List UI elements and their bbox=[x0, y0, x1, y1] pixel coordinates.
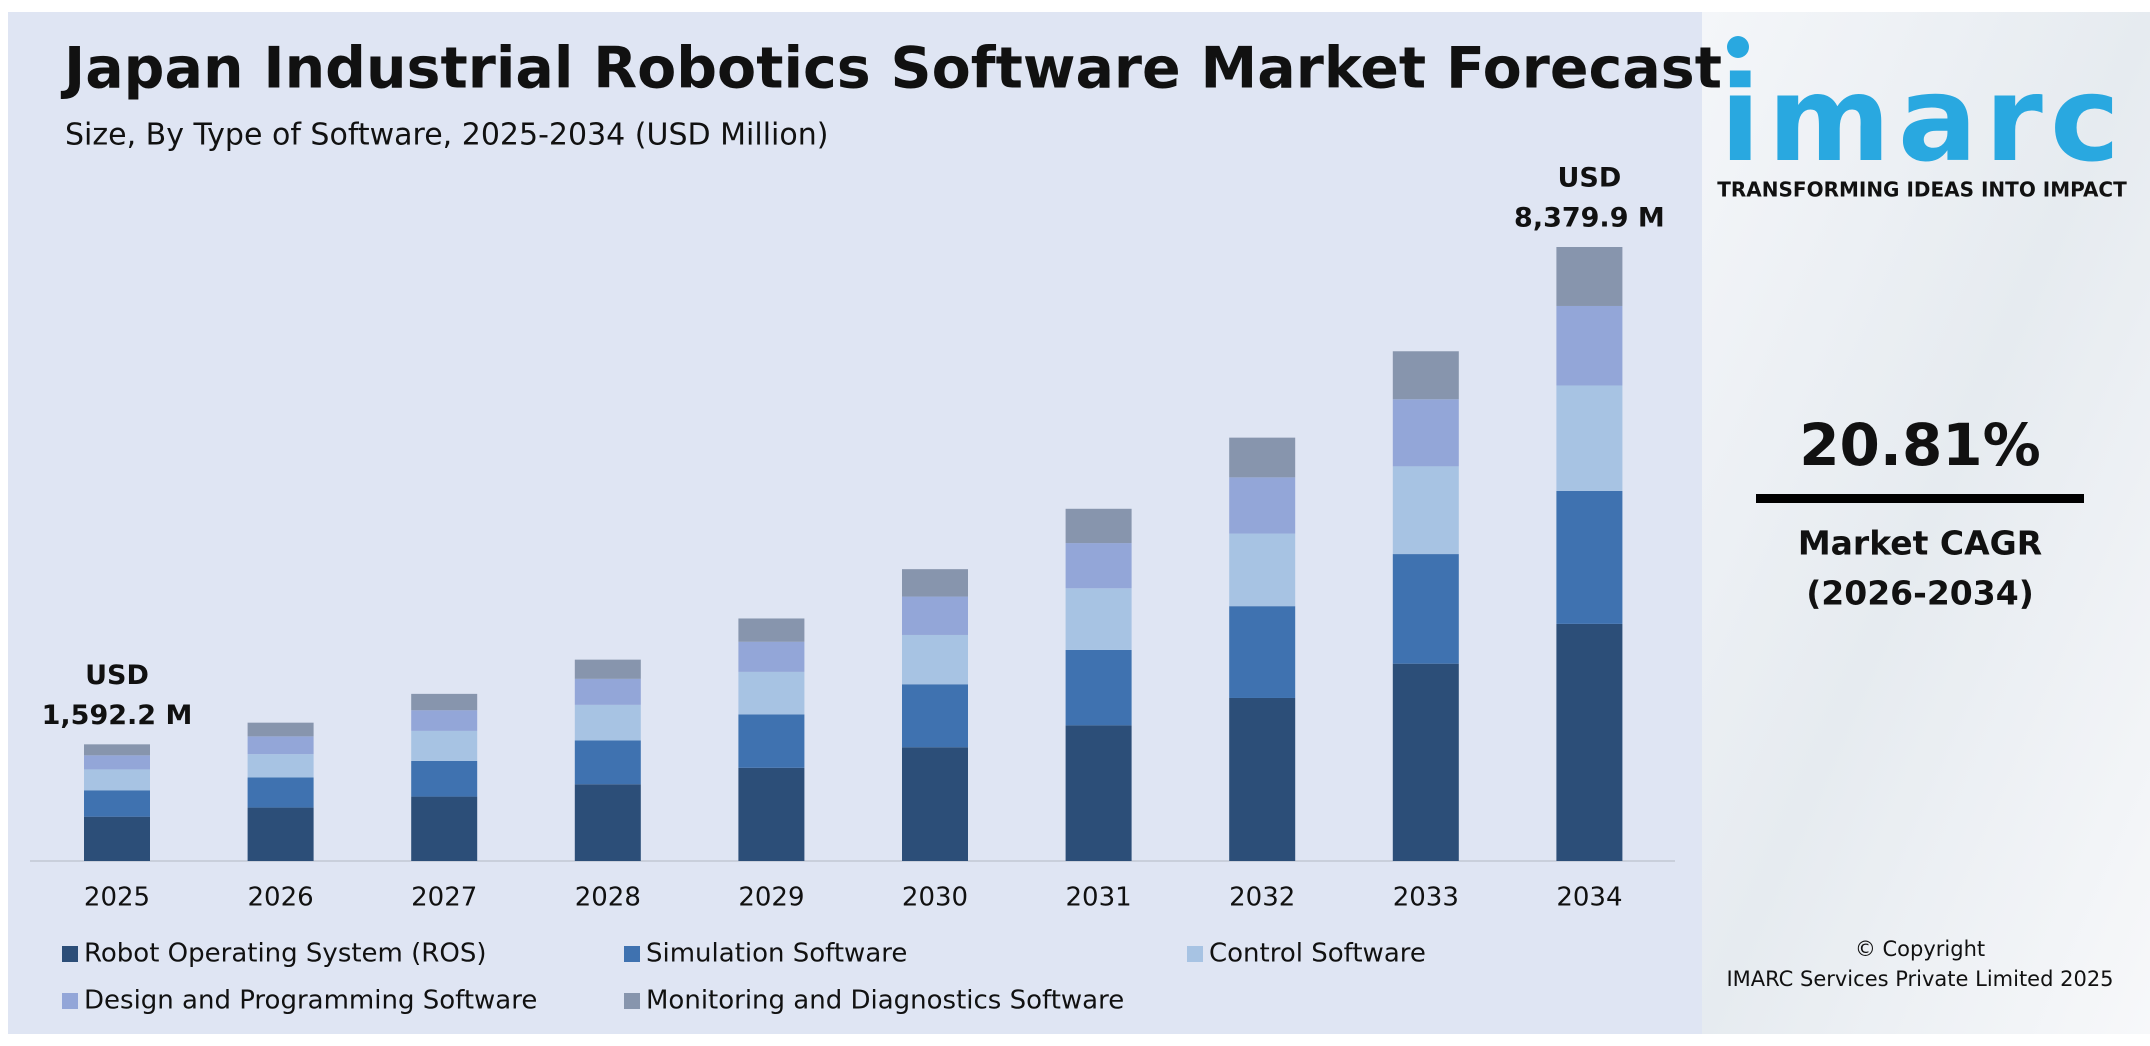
x-tick-label: 2034 bbox=[1556, 883, 1622, 913]
x-tick-label: 2028 bbox=[575, 883, 641, 913]
bar-segment bbox=[738, 641, 805, 672]
bar-segment bbox=[247, 807, 314, 861]
x-tick-label: 2032 bbox=[1229, 883, 1295, 913]
bar-segment bbox=[1229, 477, 1296, 534]
bar-segment bbox=[1392, 554, 1459, 664]
bar-segment bbox=[574, 740, 641, 785]
chart-subtitle: Size, By Type of Software, 2025-2034 (US… bbox=[65, 118, 828, 153]
bar-segment bbox=[1392, 466, 1459, 555]
bar-segment bbox=[247, 736, 314, 755]
bar-segment bbox=[84, 755, 150, 770]
bar-segment bbox=[1065, 543, 1132, 589]
bar-segment bbox=[738, 714, 805, 768]
bar-segment bbox=[411, 796, 478, 861]
x-tick-label: 2025 bbox=[84, 883, 150, 913]
bar-segment bbox=[1392, 663, 1459, 861]
bar-segment bbox=[1229, 697, 1296, 861]
bar-segment bbox=[411, 730, 478, 761]
bar-segment bbox=[247, 777, 314, 808]
bar-segment bbox=[1392, 351, 1459, 400]
bar-segment bbox=[902, 747, 968, 861]
bar-segment bbox=[574, 784, 641, 861]
bar-segment bbox=[411, 710, 478, 731]
logo: imarc bbox=[1720, 50, 2120, 188]
total-label: 8,379.9 M bbox=[1514, 203, 1665, 234]
sidebar bbox=[1702, 12, 2150, 1034]
legend-swatch bbox=[624, 946, 640, 962]
bar-segment bbox=[738, 618, 805, 642]
bar-segment bbox=[1229, 533, 1296, 607]
legend-swatch bbox=[62, 993, 78, 1009]
x-tick-label: 2030 bbox=[902, 883, 968, 913]
x-tick-label: 2027 bbox=[411, 883, 477, 913]
bar-segment bbox=[84, 790, 150, 817]
bar-segment bbox=[411, 760, 478, 797]
chart-title: Japan Industrial Robotics Software Marke… bbox=[60, 36, 1722, 102]
legend-label: Control Software bbox=[1209, 939, 1426, 969]
cagr-period: (2026-2034) bbox=[1806, 574, 2034, 613]
bar-segment bbox=[84, 769, 150, 791]
bar-segment bbox=[902, 569, 968, 597]
bar-segment bbox=[738, 671, 805, 715]
bar-segment bbox=[84, 744, 150, 756]
bar-segment bbox=[1392, 399, 1459, 467]
cagr-label: Market CAGR bbox=[1798, 524, 2042, 563]
bar-segment bbox=[738, 767, 805, 861]
legend-swatch bbox=[1187, 946, 1203, 962]
bar-segment bbox=[1065, 649, 1132, 726]
bar-segment bbox=[1556, 247, 1623, 306]
bar-segment bbox=[902, 684, 968, 748]
legend-label: Simulation Software bbox=[646, 939, 907, 969]
x-tick-label: 2031 bbox=[1066, 883, 1132, 913]
bar-segment bbox=[574, 659, 641, 679]
tagline: TRANSFORMING IDEAS INTO IMPACT bbox=[1717, 178, 2127, 202]
cagr-rule bbox=[1756, 494, 2084, 503]
bar-segment bbox=[902, 634, 968, 685]
bar-segment bbox=[1229, 437, 1296, 478]
bar-segment bbox=[1229, 606, 1296, 698]
total-label: USD bbox=[1558, 163, 1622, 194]
bar-segment bbox=[902, 596, 968, 635]
legend-label: Monitoring and Diagnostics Software bbox=[646, 986, 1124, 1016]
total-label: 1,592.2 M bbox=[42, 700, 193, 731]
legend-swatch bbox=[624, 993, 640, 1009]
x-tick-label: 2029 bbox=[738, 883, 804, 913]
bar-segment bbox=[574, 704, 641, 741]
total-label: USD bbox=[85, 660, 149, 691]
copyright: IMARC Services Private Limited 2025 bbox=[1726, 967, 2113, 991]
legend-label: Design and Programming Software bbox=[84, 986, 537, 1016]
logo-dot bbox=[1727, 36, 1749, 58]
x-tick-label: 2026 bbox=[248, 883, 314, 913]
bar-segment bbox=[1065, 725, 1132, 861]
bar-segment bbox=[574, 678, 641, 705]
bar-segment bbox=[411, 693, 478, 711]
legend-swatch bbox=[62, 946, 78, 962]
bar-segment bbox=[1556, 305, 1623, 386]
bar-segment bbox=[1556, 623, 1623, 861]
cagr-value: 20.81% bbox=[1799, 411, 2041, 479]
bar-segment bbox=[1556, 490, 1623, 624]
bar-segment bbox=[1065, 588, 1132, 650]
bar-segment bbox=[1556, 385, 1623, 491]
bar-segment bbox=[84, 816, 150, 861]
copyright: © Copyright bbox=[1855, 937, 1985, 961]
bar-segment bbox=[247, 722, 314, 737]
legend-label: Robot Operating System (ROS) bbox=[84, 939, 486, 969]
x-tick-label: 2033 bbox=[1393, 883, 1459, 913]
bar-segment bbox=[247, 754, 314, 778]
bar-segment bbox=[1065, 508, 1132, 544]
